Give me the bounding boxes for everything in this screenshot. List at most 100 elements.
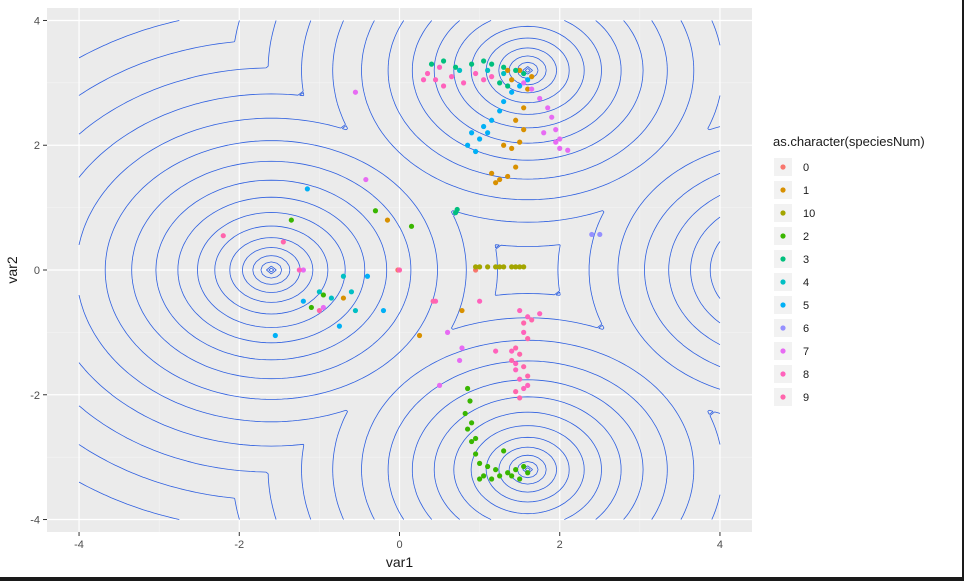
data-point-5 — [481, 123, 487, 130]
data-point-7 — [557, 136, 563, 142]
x-tick-label: 0 — [396, 539, 402, 551]
data-point-1 — [489, 170, 495, 176]
data-point-2 — [481, 473, 487, 479]
data-point-2 — [501, 448, 507, 454]
data-point-5 — [525, 77, 531, 83]
data-point-1 — [517, 67, 523, 73]
data-point-3 — [513, 67, 519, 73]
data-point-10 — [485, 264, 491, 270]
data-points — [220, 58, 603, 482]
data-point-1 — [521, 105, 527, 111]
data-point-8 — [493, 348, 499, 354]
data-point-2 — [485, 463, 491, 470]
data-point-2 — [473, 435, 479, 442]
data-point-4 — [316, 289, 322, 295]
data-point-9 — [513, 389, 519, 395]
data-point-1 — [459, 307, 465, 314]
data-point-8 — [525, 382, 531, 389]
data-point-9 — [517, 351, 523, 357]
data-point-7 — [363, 176, 369, 183]
data-point-4 — [328, 295, 335, 301]
legend-label-7: 7 — [803, 346, 809, 358]
data-point-8 — [424, 70, 431, 77]
data-point-1 — [497, 176, 503, 183]
data-point-7 — [320, 304, 326, 311]
data-point-2 — [517, 476, 523, 482]
data-point-8 — [420, 77, 427, 83]
contour-line — [78, 20, 721, 520]
data-point-8 — [436, 64, 443, 70]
data-point-2 — [320, 292, 326, 298]
data-point-5 — [501, 98, 507, 105]
data-point-1 — [513, 164, 519, 170]
data-point-5 — [477, 136, 483, 142]
legend-point-8 — [780, 371, 786, 377]
data-point-5 — [485, 130, 491, 136]
data-point-2 — [464, 426, 471, 432]
data-point-5 — [336, 323, 343, 329]
legend-items: 0 1 10 2 3 4 5 6 7 8 9 — [774, 158, 815, 406]
data-point-9 — [513, 345, 519, 351]
data-point-2 — [467, 398, 473, 404]
data-point-5 — [364, 273, 371, 279]
data-point-5 — [464, 142, 471, 148]
data-point-2 — [464, 385, 471, 392]
data-point-10 — [473, 264, 479, 270]
data-point-8 — [448, 74, 455, 80]
y-tick-label: -2 — [30, 390, 40, 402]
data-point-8 — [432, 77, 439, 83]
data-point-2 — [493, 467, 499, 473]
data-point-1 — [505, 67, 511, 73]
data-point-4 — [348, 289, 355, 295]
legend-point-4 — [780, 279, 786, 285]
data-point-9 — [509, 357, 515, 364]
data-point-8 — [460, 80, 467, 86]
data-point-5 — [380, 307, 387, 314]
data-point-6 — [589, 231, 595, 238]
data-point-5 — [272, 332, 278, 339]
y-tick-label: -4 — [30, 515, 40, 527]
data-point-7 — [541, 130, 547, 136]
data-point-7 — [549, 114, 555, 120]
legend-label-4: 4 — [803, 277, 809, 289]
data-point-8 — [489, 74, 495, 80]
data-point-2 — [308, 304, 314, 311]
data-point-9 — [521, 364, 527, 370]
data-point-2 — [525, 470, 531, 476]
data-point-7 — [444, 329, 451, 335]
data-point-7 — [459, 345, 465, 351]
data-point-5 — [304, 186, 310, 192]
data-point-3 — [452, 64, 459, 70]
data-point-9 — [396, 267, 403, 273]
legend-label-6: 6 — [803, 323, 809, 335]
data-point-8 — [509, 348, 515, 354]
legend-point-2 — [780, 233, 786, 239]
legend-label-9: 9 — [803, 392, 809, 404]
data-point-4 — [340, 273, 347, 279]
axes: -4 -2 0 2 4 -4 -2 0 2 4 — [30, 15, 723, 551]
contour-line — [229, 37, 570, 503]
data-point-1 — [517, 139, 523, 145]
contour-line — [78, 20, 240, 520]
data-point-7 — [565, 147, 571, 153]
data-point-3 — [440, 58, 447, 64]
data-point-2 — [477, 460, 483, 466]
data-point-3 — [454, 206, 460, 213]
data-point-2 — [408, 223, 415, 229]
data-point-7 — [300, 267, 306, 273]
data-point-8 — [296, 267, 302, 273]
data-point-3 — [521, 70, 527, 77]
data-point-7 — [553, 139, 559, 145]
y-tick-label: 4 — [34, 15, 40, 27]
legend-label-3: 3 — [803, 254, 809, 266]
data-point-7 — [537, 95, 543, 102]
legend-point-3 — [780, 256, 786, 262]
data-point-7 — [436, 382, 443, 389]
legend-label-1: 1 — [803, 185, 809, 197]
legend-title: as.character(speciesNum) — [773, 134, 925, 149]
contour-line — [78, 20, 561, 520]
data-point-3 — [505, 83, 511, 89]
data-point-9 — [517, 395, 523, 401]
data-point-7 — [557, 145, 563, 151]
data-point-2 — [505, 470, 511, 476]
